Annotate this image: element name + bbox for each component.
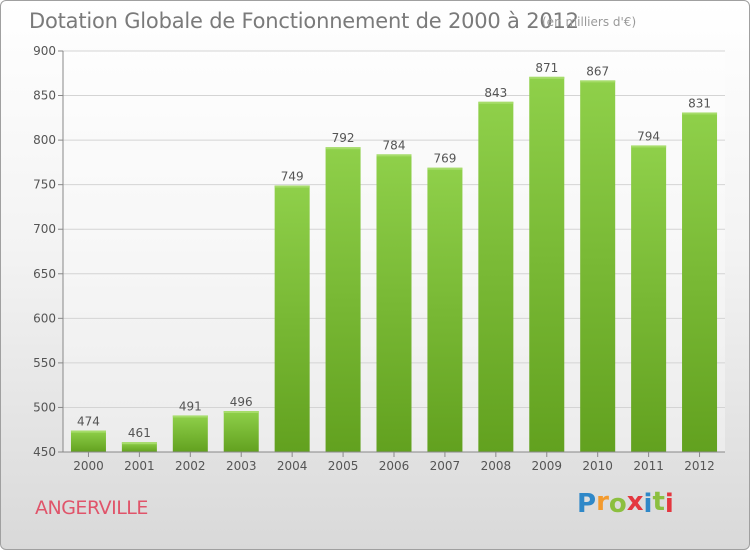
logo-letter: x [626, 487, 644, 517]
y-tick-label: 850 [33, 89, 56, 103]
x-tick-label-2006: 2006 [379, 459, 410, 473]
y-tick-label: 800 [33, 133, 56, 147]
y-tick-label: 650 [33, 267, 56, 281]
x-tick-label-2005: 2005 [328, 459, 359, 473]
logo-letter: t [652, 487, 665, 517]
place-name: ANGERVILLE [35, 497, 148, 519]
bar-2006 [376, 154, 412, 452]
bar-2002 [172, 415, 208, 452]
data-label-2004: 749 [281, 170, 304, 184]
bar-2003 [223, 411, 259, 452]
bar-top-2004 [274, 185, 310, 188]
logo-letter: P [577, 489, 597, 519]
y-tick-label: 600 [33, 311, 56, 325]
x-tick-label-2012: 2012 [684, 459, 715, 473]
x-tick-label-2003: 2003 [226, 459, 257, 473]
x-tick-label-2004: 2004 [277, 459, 308, 473]
bar-top-2006 [376, 154, 412, 157]
bar-top-2007 [427, 167, 463, 170]
bar-top-2000 [70, 430, 106, 433]
data-label-2009: 871 [535, 61, 558, 75]
bar-2012 [682, 112, 718, 452]
data-label-2001: 461 [128, 426, 151, 440]
bar-top-2010 [580, 80, 616, 83]
chart-subtitle: (en milliers d'€) [542, 15, 637, 29]
bar-2007 [427, 167, 463, 453]
bar-top-2002 [172, 415, 208, 418]
y-tick-label: 700 [33, 222, 56, 236]
x-tick-label-2011: 2011 [633, 459, 664, 473]
bar-2005 [325, 147, 361, 453]
bar-top-2005 [325, 147, 361, 150]
logo-letter: r [596, 487, 609, 517]
data-label-2003: 496 [230, 395, 253, 409]
data-label-2010: 867 [586, 64, 609, 78]
bar-2001 [121, 442, 157, 452]
bar-top-2008 [478, 101, 514, 104]
data-label-2000: 474 [77, 415, 100, 429]
chart-title: Dotation Globale de Fonctionnement de 20… [29, 9, 579, 33]
data-label-2007: 769 [433, 152, 456, 166]
y-tick-label: 900 [33, 44, 56, 58]
data-label-2012: 831 [688, 96, 711, 110]
bar-top-2003 [223, 411, 259, 414]
data-label-2006: 784 [383, 138, 406, 152]
bar-2004 [274, 185, 310, 452]
x-tick-label-2001: 2001 [124, 459, 155, 473]
logo-letter: i [643, 489, 653, 519]
x-tick-label-2007: 2007 [430, 459, 461, 473]
logo-letter: o [608, 489, 627, 519]
data-label-2005: 792 [332, 131, 355, 145]
x-tick-label-2000: 2000 [73, 459, 104, 473]
bar-2010 [580, 80, 616, 452]
data-label-2002: 491 [179, 399, 202, 413]
bar-top-2009 [529, 76, 565, 79]
proxiti-logo: Proxiti [577, 487, 674, 519]
bar-2011 [631, 145, 667, 453]
data-label-2008: 843 [484, 86, 507, 100]
bar-2000 [70, 430, 106, 452]
bar-top-2011 [631, 145, 667, 148]
x-tick-label-2002: 2002 [175, 459, 206, 473]
y-tick-label: 550 [33, 356, 56, 370]
bar-2008 [478, 101, 514, 452]
y-tick-label: 500 [33, 400, 56, 414]
x-tick-label-2009: 2009 [531, 459, 562, 473]
y-tick-label: 750 [33, 178, 56, 192]
data-label-2011: 794 [637, 129, 660, 143]
x-tick-label-2008: 2008 [481, 459, 512, 473]
bar-top-2001 [121, 442, 157, 445]
bar-2009 [529, 76, 565, 452]
logo-letter: i [664, 489, 674, 519]
x-tick-label-2010: 2010 [582, 459, 613, 473]
y-tick-label: 450 [33, 445, 56, 459]
bar-top-2012 [682, 112, 718, 115]
